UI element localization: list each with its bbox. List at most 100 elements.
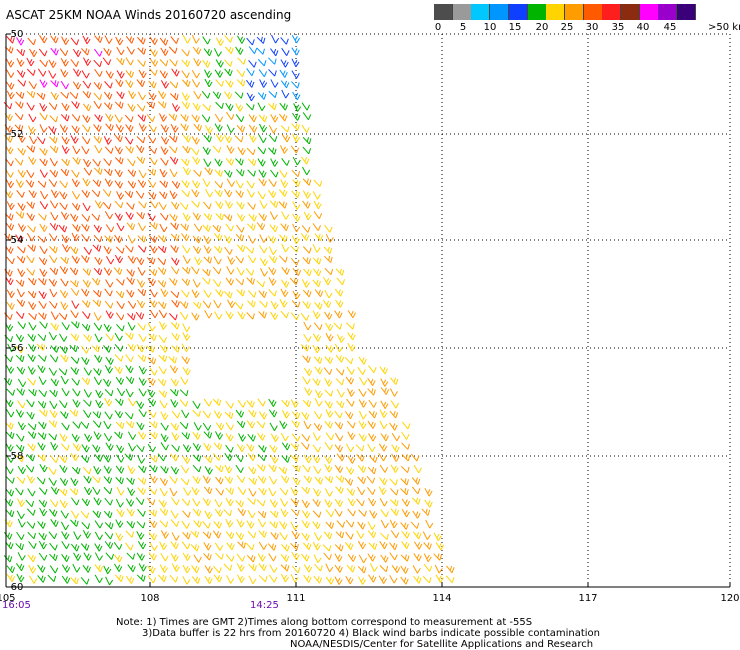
wind-barb [204, 466, 213, 475]
wind-barb [70, 356, 80, 364]
wind-barb [26, 102, 35, 111]
wind-barb [291, 508, 300, 517]
wind-barb [182, 510, 191, 518]
wind-barb [126, 289, 135, 298]
wind-barb [39, 507, 48, 517]
wind-barb [257, 464, 266, 472]
wind-barb [378, 575, 387, 584]
wind-barb [93, 224, 102, 233]
wind-barb [38, 552, 48, 561]
wind-barb [71, 232, 80, 242]
wind-barb [213, 565, 222, 574]
wind-barb [80, 421, 90, 429]
wind-barb [72, 68, 82, 77]
wind-barb [157, 280, 167, 288]
wind-barb [3, 531, 13, 540]
wind-barb [149, 289, 158, 298]
wind-barb [378, 453, 387, 462]
wind-barb [179, 301, 189, 309]
wind-barb [412, 531, 422, 540]
wind-barb [204, 565, 213, 574]
wind-barb [279, 532, 288, 541]
wind-barb [357, 540, 367, 550]
wind-barb [91, 213, 101, 221]
wind-barb [279, 113, 288, 122]
wind-barb [48, 102, 58, 110]
wind-barb [281, 134, 291, 143]
wind-barb [193, 520, 202, 528]
wind-barb [225, 554, 235, 562]
wind-barb [28, 343, 37, 352]
wind-barb [214, 69, 224, 78]
wind-barb [49, 542, 58, 551]
wind-barb [49, 145, 59, 154]
wind-barb [125, 35, 135, 44]
wind-barb [39, 223, 48, 232]
wind-barb [303, 367, 313, 376]
wind-barb [61, 540, 70, 550]
wind-barb [158, 235, 167, 243]
wind-barb [193, 90, 202, 100]
wind-barb [158, 366, 167, 375]
wind-barb [192, 245, 202, 254]
wind-barb [50, 345, 59, 353]
wind-barb [292, 290, 301, 300]
y-tick-label: -58 [7, 451, 23, 462]
wind-barb [247, 497, 256, 505]
legend-label: 40 [636, 22, 650, 33]
wind-barb [16, 69, 26, 78]
wind-barb [124, 411, 134, 420]
wind-barb [48, 331, 57, 341]
wind-barb [80, 510, 90, 519]
wind-barb [113, 541, 123, 550]
wind-barb [36, 343, 46, 351]
wind-barb [70, 477, 79, 486]
wind-barb [236, 169, 245, 177]
wind-barb [202, 475, 211, 484]
wind-barb [147, 168, 157, 176]
wind-barb [235, 114, 245, 123]
wind-barb [345, 575, 354, 585]
wind-barb [224, 134, 233, 144]
wind-barb [37, 564, 46, 573]
wind-barb [224, 476, 233, 484]
wind-barb [347, 342, 356, 352]
wind-barb [116, 509, 125, 518]
wind-barb [136, 521, 146, 529]
wind-barb [335, 432, 344, 442]
wind-barb [280, 37, 289, 45]
wind-barb [171, 332, 180, 341]
wind-barb [5, 443, 14, 452]
wind-barb [17, 268, 26, 277]
wind-barb [413, 553, 422, 562]
wind-barb [324, 499, 333, 508]
wind-barb [235, 46, 244, 55]
wind-barb [170, 510, 179, 519]
wind-barb [104, 397, 113, 407]
wind-barb [270, 169, 279, 178]
wind-barb [312, 223, 321, 231]
wind-barb [192, 508, 202, 517]
wind-barb [191, 266, 200, 275]
wind-barb [268, 147, 277, 155]
wind-barb [246, 520, 255, 529]
wind-barb [246, 399, 255, 408]
wind-barb [202, 531, 212, 539]
wind-barb [137, 487, 146, 495]
wind-barb [390, 508, 400, 516]
wind-barb [269, 510, 279, 518]
wind-barb [138, 169, 147, 179]
wind-barb [39, 169, 48, 178]
wind-barb [170, 453, 179, 462]
wind-barb [290, 257, 300, 266]
wind-barb [291, 70, 300, 79]
legend-swatch [564, 4, 584, 20]
wind-barb [413, 575, 422, 584]
wind-barb [192, 235, 202, 244]
wind-barb [60, 354, 69, 363]
wind-barb [257, 432, 266, 441]
legend-label: >50 knots [708, 22, 740, 33]
wind-barb [38, 499, 48, 508]
wind-barb [182, 245, 191, 254]
wind-barb [259, 79, 268, 88]
